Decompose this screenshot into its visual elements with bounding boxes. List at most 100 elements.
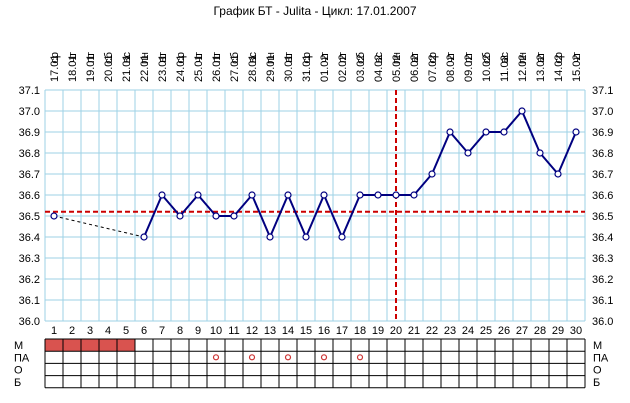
weekday-label: пн: [517, 52, 529, 64]
day-number: 2: [69, 325, 75, 337]
data-point: [500, 128, 508, 136]
weekday-label: ср: [553, 52, 565, 64]
y-tick-label-left: 36.9: [19, 127, 40, 139]
day-number: 15: [300, 325, 312, 337]
date-label: 02.02: [337, 54, 349, 82]
data-point: [410, 191, 418, 199]
data-point: [302, 233, 310, 241]
y-tick-label-left: 36.8: [19, 148, 40, 160]
weekday-label: пн: [391, 52, 403, 64]
reference-lines: [45, 90, 585, 321]
day-number: 30: [570, 325, 582, 337]
data-point: [266, 233, 274, 241]
row-label-right: ПА: [593, 352, 609, 364]
date-label: 20.01: [103, 54, 115, 82]
data-point: [446, 128, 454, 136]
weekday-label: сб: [481, 52, 493, 64]
weekday-label: чт: [67, 52, 79, 63]
day-number: 27: [516, 325, 528, 337]
data-point: [464, 149, 472, 157]
day-number: 1: [51, 325, 57, 337]
day-number: 13: [264, 325, 276, 337]
date-label: 21.01: [121, 54, 133, 82]
weekday-label: пт: [337, 52, 349, 63]
y-tick-label-right: 36.1: [592, 295, 613, 307]
weekday-label: пт: [85, 52, 97, 63]
y-tick-label-left: 36.3: [19, 253, 40, 265]
date-label: 05.02: [391, 54, 403, 82]
weekday-label: чт: [445, 52, 457, 63]
row-label-right: М: [593, 340, 602, 352]
series-segment: [305, 194, 325, 238]
day-number: 22: [426, 325, 438, 337]
y-tick-label-right: 36.6: [592, 190, 613, 202]
weekday-label: вс: [247, 52, 259, 64]
series-segment: [161, 194, 181, 217]
date-label: 12.02: [517, 54, 529, 82]
grid: [44, 89, 586, 322]
data-point: [320, 191, 328, 199]
series-segment: [467, 131, 487, 154]
series-segment: [539, 152, 559, 175]
menses-cell: [63, 339, 81, 352]
date-label: 09.02: [463, 54, 475, 82]
day-number: 4: [105, 325, 111, 337]
day-number: 6: [141, 325, 147, 337]
weekday-label: чт: [571, 52, 583, 63]
series-segment: [143, 194, 163, 238]
day-number: 5: [123, 325, 129, 337]
series-segment: [341, 194, 361, 238]
day-number: 18: [354, 325, 366, 337]
y-tick-label-left: 36.5: [19, 211, 40, 223]
date-label: 22.01: [139, 54, 151, 82]
series-segment: [521, 110, 541, 154]
series-segment: [233, 194, 253, 217]
day-number: 29: [552, 325, 564, 337]
data-point: [536, 149, 544, 157]
day-number: 21: [408, 325, 420, 337]
date-label: 27.01: [229, 54, 241, 82]
date-label: 06.02: [409, 54, 421, 82]
date-label: 29.01: [265, 54, 277, 82]
date-label: 25.01: [193, 54, 205, 82]
day-number: 24: [462, 325, 474, 337]
y-tick-label-right: 37.0: [592, 106, 613, 118]
symptom-marker: [248, 354, 256, 361]
symptom-marker: [284, 354, 292, 361]
day-number: 11: [228, 325, 239, 337]
series-segment: [287, 194, 307, 238]
data-point: [338, 233, 346, 241]
weekday-label: ср: [49, 52, 61, 64]
y-tick-label-right: 36.8: [592, 148, 613, 160]
date-label: 17.01: [49, 54, 61, 82]
series-segment: [179, 194, 199, 217]
y-tick-labels: 36.0 36.0 36.1 36.1 36.2 36.2 36.3 36.3 36.4 36.4…: [19, 85, 614, 328]
data-point: [518, 107, 526, 115]
y-tick-label-left: 36.4: [19, 232, 40, 244]
data-point: [482, 128, 490, 136]
weekday-label: ср: [301, 52, 313, 64]
day-number: 9: [195, 325, 201, 337]
day-number: 16: [318, 325, 330, 337]
data-point: [392, 191, 400, 199]
date-label: 01.02: [319, 54, 331, 82]
weekday-label: вт: [283, 52, 295, 63]
day-number: 20: [390, 325, 402, 337]
symptom-marker: [212, 354, 220, 361]
menses-cell: [99, 339, 117, 352]
series-segment: [503, 110, 523, 133]
row-label-left: Б: [14, 377, 21, 389]
temperature-series: [50, 107, 580, 241]
day-number-labels: 1 2 3 4 5 6 7 8 9 10 11 12 13 14 15 16 17 18 19 20 21 22 23 24 2…: [51, 325, 582, 337]
y-tick-label-right: 36.5: [592, 211, 613, 223]
series-segment: [323, 194, 343, 238]
weekday-label: чт: [193, 52, 205, 63]
date-label: 07.02: [427, 54, 439, 82]
series-segment: [251, 194, 271, 238]
date-label: 30.01: [283, 54, 295, 82]
data-point: [50, 212, 58, 220]
weekday-label: пн: [265, 52, 277, 64]
